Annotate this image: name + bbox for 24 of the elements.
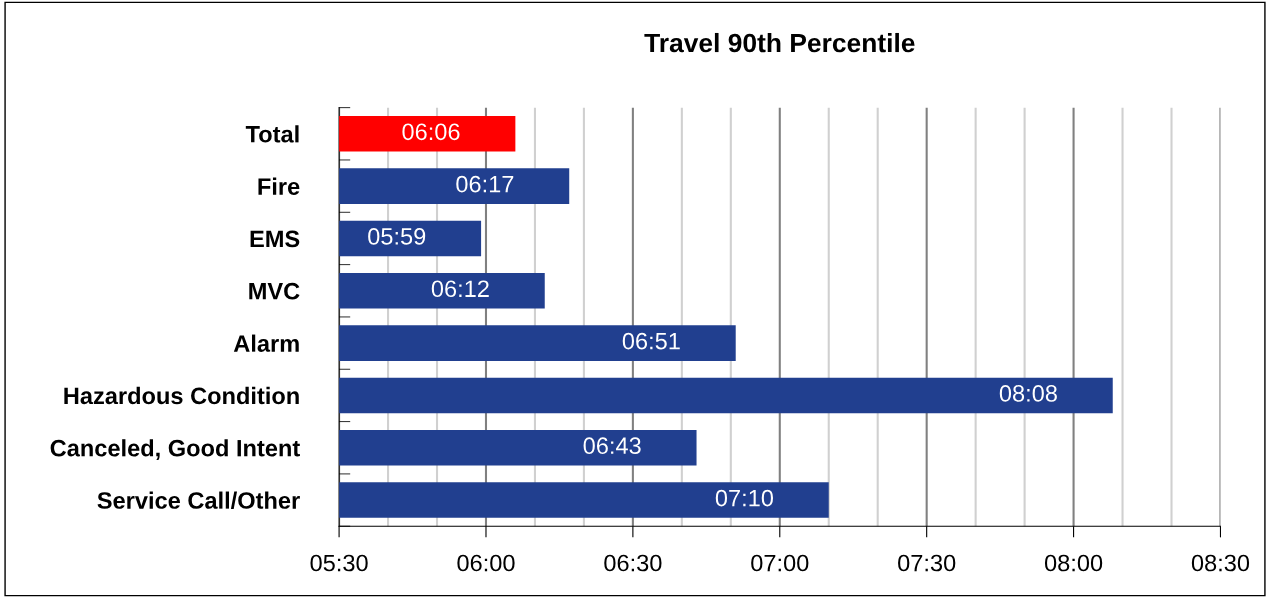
data-label: 06:17 bbox=[456, 175, 514, 193]
y-tick-label: Alarm bbox=[233, 334, 299, 352]
data-label: 08:08 bbox=[999, 385, 1057, 402]
x-tick-label: 06:30 bbox=[604, 554, 662, 572]
y-tick-label: Fire bbox=[258, 177, 300, 195]
y-tick-label: Canceled, Good Intent bbox=[50, 439, 300, 460]
data-label: 06:51 bbox=[622, 332, 680, 350]
y-tick-label: MVC bbox=[249, 282, 300, 300]
chart-title: Travel 90th Percentile bbox=[644, 32, 915, 53]
data-label: 06:06 bbox=[402, 123, 460, 141]
x-tick-label: 08:00 bbox=[1044, 554, 1103, 572]
y-tick-label: Total bbox=[245, 125, 299, 143]
data-label: 06:12 bbox=[431, 280, 489, 298]
x-tick-label: 06:00 bbox=[457, 554, 515, 572]
x-tick-label: 07:00 bbox=[751, 554, 809, 572]
x-tick-label: 05:30 bbox=[310, 554, 368, 572]
x-tick-label: 08:30 bbox=[1191, 554, 1250, 572]
x-tick-label: 07:30 bbox=[898, 554, 956, 572]
y-tick-label: Service Call/Other bbox=[97, 491, 300, 510]
y-tick-label: Hazardous Condition bbox=[64, 386, 299, 405]
data-label: 05:59 bbox=[368, 228, 426, 245]
y-tick-label: EMS bbox=[250, 230, 300, 248]
data-label: 07:10 bbox=[715, 489, 774, 507]
data-label: 06:43 bbox=[583, 437, 641, 455]
